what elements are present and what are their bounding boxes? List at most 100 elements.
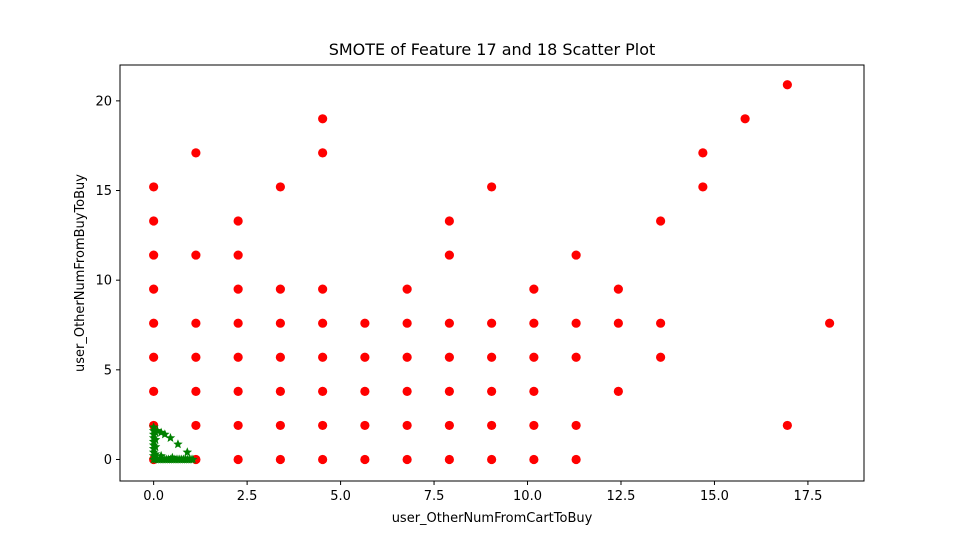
red-circle-point [698, 182, 708, 192]
green-star-point [148, 447, 159, 457]
green-star-point [188, 454, 198, 464]
red-circle-point [782, 420, 792, 431]
red-circle-point [444, 352, 454, 362]
x-tick-label: 7.5 [424, 489, 445, 504]
red-circle-point [360, 318, 370, 328]
red-circle-point [275, 386, 285, 396]
y-axis-ticks: 0 5 10 15 20 [95, 94, 120, 468]
red-circle-point [402, 352, 412, 362]
red-circle-point [444, 216, 454, 226]
red-circle-point [529, 454, 539, 465]
red-circle-point [275, 454, 285, 465]
red-circle-point [529, 284, 539, 294]
red-circle-point [149, 216, 159, 226]
red-circle-point [782, 80, 792, 90]
green-star-point [182, 447, 193, 457]
red-circle-point [740, 114, 750, 124]
green-star-point [148, 432, 159, 443]
red-circle-point [360, 386, 370, 396]
red-circle-point [149, 182, 159, 192]
red-circle-point [360, 352, 370, 362]
red-circle-point [318, 114, 328, 124]
red-circle-point [529, 420, 539, 431]
red-circle-point [444, 318, 454, 328]
red-circle-point [275, 284, 285, 294]
green-star-point [150, 441, 161, 451]
y-tick-label: 5 [104, 363, 112, 378]
red-circle-point [149, 352, 159, 362]
y-tick-label: 0 [104, 453, 112, 468]
red-circle-point [529, 318, 539, 328]
red-circle-point [402, 386, 412, 396]
y-tick-label: 20 [95, 94, 112, 109]
red-circle-point [191, 420, 201, 431]
red-circle-point [318, 352, 328, 362]
red-circle-point [656, 318, 666, 328]
red-circle-point [191, 250, 201, 260]
red-circle-point [656, 216, 666, 226]
x-axis-label: user_OtherNumFromCartToBuy [392, 511, 593, 526]
red-circle-point [613, 318, 623, 328]
red-circle-point [487, 182, 497, 192]
x-tick-label: 5.0 [330, 489, 351, 504]
red-circle-point [487, 420, 497, 431]
x-tick-label: 12.5 [607, 489, 636, 504]
red-circle-point [318, 454, 328, 465]
green-star-point [148, 422, 159, 432]
red-circle-point [149, 318, 159, 328]
red-circle-point [149, 284, 159, 294]
red-circle-point [149, 386, 159, 396]
red-circle-point [656, 352, 666, 362]
x-tick-label: 17.5 [793, 489, 822, 504]
red-circle-point [613, 386, 623, 396]
red-circle-point [275, 182, 285, 192]
red-circle-point [275, 420, 285, 431]
red-circle-point [233, 318, 243, 328]
red-circle-point [233, 284, 243, 294]
red-circle-point [613, 284, 623, 294]
red-circle-point [571, 318, 581, 328]
red-circle-point [233, 386, 243, 396]
red-circle-point [233, 352, 243, 362]
red-circle-point [360, 454, 370, 465]
red-circle-point [571, 352, 581, 362]
red-circle-point [191, 148, 201, 158]
red-circle-point [444, 420, 454, 431]
green-star-point [150, 449, 161, 459]
plot-points [148, 80, 835, 465]
green-star-point [148, 440, 159, 450]
green-star-point [165, 432, 176, 443]
green-star-point [173, 439, 183, 449]
x-tick-label: 10.0 [513, 489, 542, 504]
red-circle-point [275, 318, 285, 328]
red-circle-point [275, 352, 285, 362]
x-tick-label: 15.0 [700, 489, 729, 504]
y-axis-label: user_OtherNumFromBuyToBuy [73, 174, 88, 372]
red-circle-point [149, 250, 159, 260]
red-circle-point [402, 284, 412, 294]
red-circle-point [402, 318, 412, 328]
y-tick-label: 10 [95, 274, 112, 289]
red-circle-point [318, 420, 328, 431]
red-circle-point [487, 318, 497, 328]
green-star-point [167, 452, 178, 462]
red-circle-point [233, 250, 243, 260]
red-circle-point [191, 352, 201, 362]
red-circle-point [191, 386, 201, 396]
red-circle-point [233, 420, 243, 431]
red-circle-point [571, 250, 581, 260]
green-star-point [148, 425, 159, 435]
green-star-point [152, 425, 163, 435]
x-axis-ticks: 0.0 2.5 5.0 7.5 10.0 12.5 15.0 17.5 [143, 481, 822, 504]
red-circle-point [487, 454, 497, 465]
green-star-point [156, 427, 166, 437]
red-circle-point [360, 420, 370, 431]
green-star-point [156, 450, 166, 460]
red-circle-point [825, 318, 835, 328]
red-circle-point [529, 352, 539, 362]
red-circle-point [402, 420, 412, 431]
red-circle-point [698, 148, 708, 158]
red-circle-point [233, 216, 243, 226]
red-circle-point [529, 386, 539, 396]
